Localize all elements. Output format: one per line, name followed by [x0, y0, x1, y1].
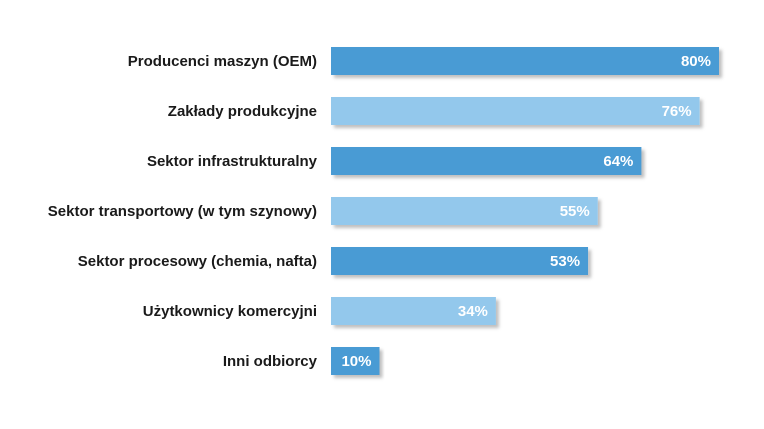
data-label: 64%: [603, 153, 633, 170]
bar: [331, 297, 496, 325]
bar: [331, 197, 598, 225]
value-labels: 80% 76% 64% 55% 53% 34% 10%: [341, 53, 711, 370]
bar: [331, 147, 642, 175]
category-label: Zakłady produkcyjne: [168, 103, 317, 120]
category-label: Użytkownicy komercyjni: [143, 303, 317, 320]
bar: [331, 47, 719, 75]
data-label: 80%: [681, 53, 711, 70]
bar: [331, 347, 380, 375]
data-label: 55%: [560, 203, 590, 220]
data-label: 53%: [550, 253, 580, 270]
category-label: Sektor procesowy (chemia, nafta): [78, 253, 317, 270]
bar: [331, 247, 589, 275]
category-label: Inni odbiorcy: [223, 353, 318, 370]
category-label: Sektor transportowy (w tym szynowy): [48, 203, 317, 220]
category-label: Producenci maszyn (OEM): [128, 53, 317, 70]
category-labels: Producenci maszyn (OEM) Zakłady produkcyj…: [48, 53, 318, 370]
bars-group: [331, 47, 719, 375]
data-label: 10%: [341, 353, 371, 370]
data-label: 34%: [458, 303, 488, 320]
category-label: Sektor infrastrukturalny: [147, 153, 318, 170]
data-label: 76%: [662, 103, 692, 120]
bar: [331, 97, 700, 125]
